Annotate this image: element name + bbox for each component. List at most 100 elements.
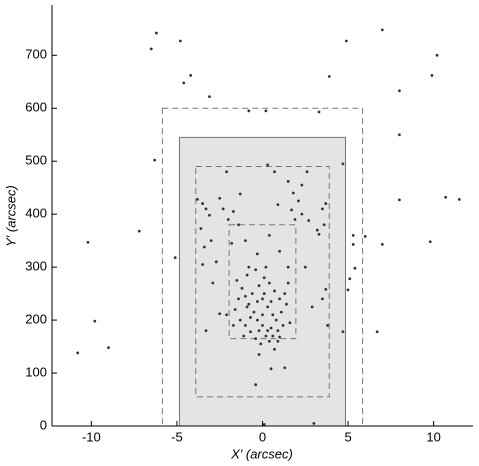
y-tick-label: 100 <box>25 364 47 379</box>
point <box>273 289 276 293</box>
point <box>324 202 328 205</box>
point <box>293 218 297 221</box>
point <box>341 162 345 166</box>
point <box>232 210 235 213</box>
point <box>312 421 316 425</box>
point <box>262 276 266 280</box>
point <box>288 321 292 325</box>
point <box>201 263 205 266</box>
point <box>225 313 228 317</box>
point <box>317 110 321 114</box>
point <box>189 74 193 77</box>
point <box>249 330 252 334</box>
point <box>279 310 283 314</box>
point <box>435 53 439 57</box>
point <box>235 278 239 282</box>
point <box>199 227 203 230</box>
point <box>317 232 321 236</box>
point <box>346 288 350 292</box>
point <box>242 334 246 338</box>
x-tick-label: -5 <box>171 429 183 444</box>
point <box>250 292 254 296</box>
y-tick-label: 200 <box>25 312 47 327</box>
x-tick-label: 10 <box>426 429 440 444</box>
point <box>300 212 304 216</box>
point <box>261 323 264 327</box>
point <box>201 202 205 205</box>
point <box>208 95 211 99</box>
point <box>341 330 345 334</box>
point <box>255 252 259 256</box>
point <box>182 81 186 85</box>
point <box>208 213 211 217</box>
point <box>315 228 319 232</box>
point <box>398 133 401 137</box>
point <box>269 300 273 303</box>
point <box>353 266 357 270</box>
point <box>320 207 324 211</box>
point <box>398 198 401 202</box>
point <box>233 308 237 311</box>
point <box>255 300 259 303</box>
point <box>286 179 290 183</box>
point <box>238 192 242 196</box>
point <box>238 318 242 322</box>
point <box>322 223 326 227</box>
point <box>266 163 270 167</box>
point <box>237 297 240 301</box>
point <box>281 323 285 327</box>
point <box>286 265 290 269</box>
point <box>237 223 240 227</box>
point <box>324 287 328 291</box>
point <box>303 265 307 269</box>
point <box>261 297 264 301</box>
point <box>211 281 215 285</box>
point <box>276 339 280 343</box>
region <box>161 107 364 427</box>
point <box>243 239 247 243</box>
x-tick-label: 0 <box>259 429 266 444</box>
point <box>276 203 280 207</box>
x-tick-label: 5 <box>344 429 351 444</box>
point <box>257 353 261 356</box>
point <box>262 423 266 426</box>
point <box>267 233 271 237</box>
point <box>286 281 290 285</box>
point <box>269 367 273 371</box>
point <box>209 239 213 243</box>
point <box>273 347 276 351</box>
point <box>196 197 199 201</box>
point <box>93 319 97 323</box>
point <box>245 305 249 309</box>
point <box>351 242 355 246</box>
point <box>86 240 90 244</box>
point <box>375 330 379 334</box>
region <box>195 166 330 398</box>
point <box>283 366 287 370</box>
point <box>202 245 206 249</box>
point <box>240 286 244 290</box>
point <box>428 240 432 244</box>
point <box>297 199 300 203</box>
point <box>218 312 222 316</box>
point <box>154 31 158 35</box>
point <box>137 229 141 233</box>
point <box>278 249 282 253</box>
point <box>276 329 280 333</box>
point <box>245 273 249 277</box>
point <box>267 281 271 285</box>
point <box>243 323 247 327</box>
point <box>261 313 264 317</box>
point <box>326 323 329 327</box>
point <box>232 323 235 327</box>
point <box>257 284 261 288</box>
point <box>259 342 263 346</box>
point <box>344 39 348 43</box>
point <box>218 196 222 200</box>
y-tick-label: 400 <box>25 206 47 221</box>
point <box>173 256 177 259</box>
point <box>264 334 268 338</box>
point <box>327 75 331 78</box>
point <box>76 351 80 355</box>
